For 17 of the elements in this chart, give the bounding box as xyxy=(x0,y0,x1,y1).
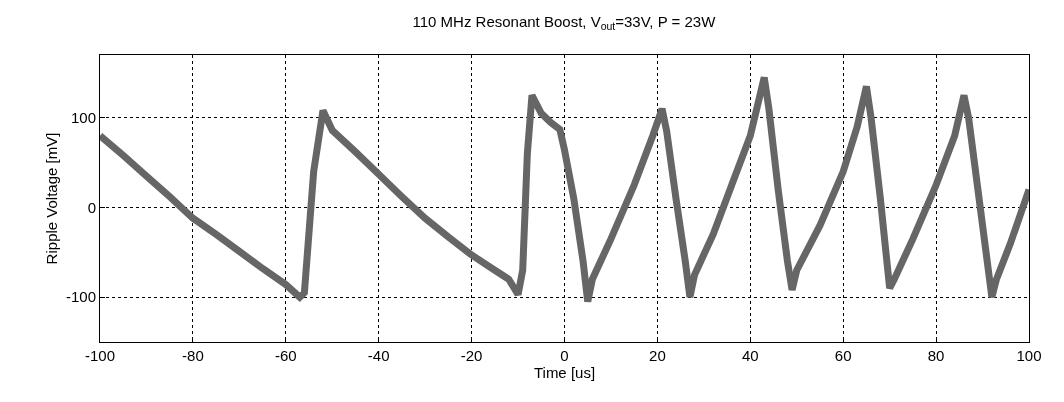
x-tick-label: -100 xyxy=(84,347,116,364)
chart-title: 110 MHz Resonant Boost, V$_{out}$=33V, P = 23W xyxy=(412,12,717,32)
x-tick-label: -20 xyxy=(460,347,483,364)
x-tick-label: -60 xyxy=(274,347,297,364)
y-axis-title: Ripple Voltage [mV] xyxy=(43,132,61,265)
x-tick-label: 0 xyxy=(560,347,569,364)
x-tick-label: -40 xyxy=(367,347,390,364)
y-tick-label: -100 xyxy=(65,288,96,306)
x-tick-label: -80 xyxy=(182,347,204,364)
y-tick-label: 0 xyxy=(87,198,96,216)
y-tick-label: 100 xyxy=(70,109,96,127)
x-tick-label: 100 xyxy=(1016,347,1042,364)
x-tick-label: 20 xyxy=(649,347,666,364)
x-axis-title: Time [us] xyxy=(533,364,596,381)
x-tick-label: 60 xyxy=(834,347,852,364)
x-tick-label: 40 xyxy=(741,347,759,364)
x-tick-label: 80 xyxy=(927,347,945,364)
